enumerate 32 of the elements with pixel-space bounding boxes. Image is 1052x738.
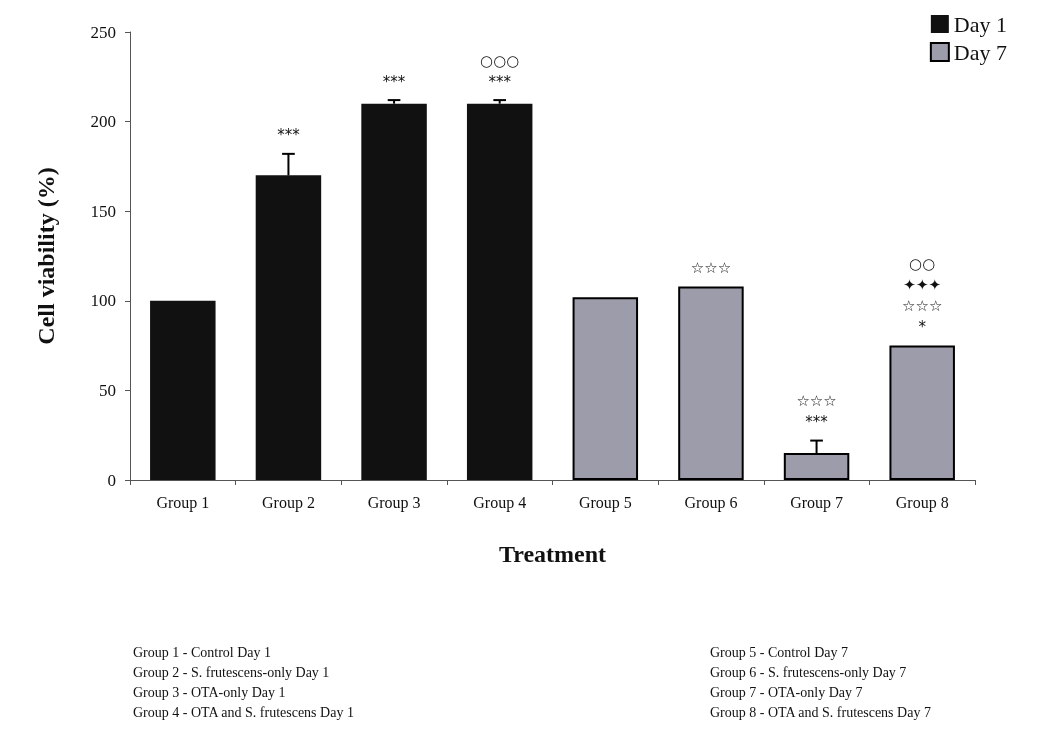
text: Group 6 - S. frutescens-only Day 7 bbox=[710, 664, 907, 680]
x-tick-label: Group 6 bbox=[684, 493, 738, 512]
text: Group 4 - OTA and S. frutescens Day 1 bbox=[133, 704, 354, 720]
x-tick-label: Group 3 bbox=[367, 493, 421, 512]
y-tick-label: 200 bbox=[90, 112, 116, 132]
annotation: ○○○ *** bbox=[480, 51, 520, 91]
annotation: ○○ ✦✦✦ ☆☆☆ * bbox=[902, 255, 943, 337]
x-tick-label: Group 5 bbox=[578, 493, 632, 512]
legend-label: Day 1 bbox=[953, 11, 1007, 37]
legend-label: Day 7 bbox=[953, 39, 1007, 65]
text: Group 1 - Control Day 1 bbox=[133, 644, 272, 660]
text: Group 5 - Control Day 7 bbox=[710, 644, 849, 660]
y-tick-label: 250 bbox=[90, 22, 116, 42]
x-tick-label: Group 4 bbox=[473, 493, 527, 512]
text: Group 7 - OTA-only Day 7 bbox=[710, 684, 863, 700]
y-tick-label: 50 bbox=[99, 380, 116, 400]
annotation: ☆☆☆ *** bbox=[796, 392, 837, 432]
text: Group 2 - S. frutescens-only Day 1 bbox=[133, 664, 330, 680]
y-tick-label: 0 bbox=[107, 470, 116, 490]
x-tick-label: Group 7 bbox=[790, 493, 844, 512]
annotation: *** bbox=[277, 126, 301, 145]
y-axis-title: Cell viability (%) bbox=[33, 167, 59, 345]
y-tick-label: 100 bbox=[90, 291, 116, 311]
text: Group 3 - OTA-only Day 1 bbox=[133, 684, 286, 700]
text: Group 8 - OTA and S. frutescens Day 7 bbox=[710, 704, 931, 720]
x-axis-title: Treatment bbox=[498, 541, 607, 567]
y-tick-label: 150 bbox=[90, 201, 116, 221]
x-tick-label: Group 2 bbox=[261, 493, 315, 512]
annotation: ☆☆☆ bbox=[690, 258, 732, 277]
annotation: *** bbox=[382, 72, 406, 91]
x-tick-label: Group 8 bbox=[895, 493, 949, 512]
x-tick-label: Group 1 bbox=[156, 493, 210, 512]
